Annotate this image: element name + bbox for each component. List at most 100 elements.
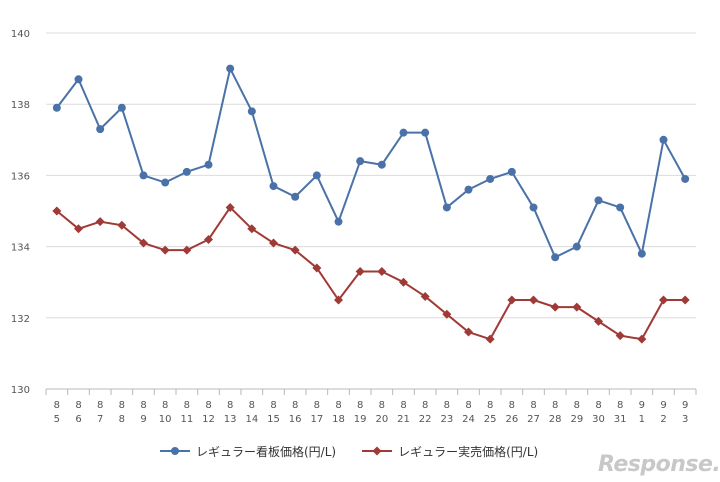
- x-tick-label-month: 8: [119, 400, 125, 411]
- y-tick-label: 130: [11, 385, 30, 396]
- data-point-0: [269, 182, 278, 191]
- data-point-1: [377, 267, 387, 277]
- data-point-0: [442, 203, 451, 212]
- x-tick-label-month: 9: [660, 400, 666, 411]
- x-tick-label-day: 18: [332, 414, 345, 425]
- data-point-1: [550, 302, 560, 312]
- x-tick-label-day: 28: [549, 414, 562, 425]
- x-tick-label-day: 9: [140, 414, 146, 425]
- x-tick-label-day: 13: [224, 414, 237, 425]
- x-tick-label-month: 8: [314, 400, 320, 411]
- x-tick-label-month: 8: [552, 400, 558, 411]
- series: [52, 64, 690, 344]
- data-point-0: [681, 174, 690, 183]
- data-point-0: [74, 75, 83, 84]
- data-point-1: [615, 331, 625, 341]
- data-point-1: [637, 334, 647, 344]
- data-point-1: [485, 334, 495, 344]
- x-tick-label-month: 8: [574, 400, 580, 411]
- x-axis: 8586878889810811812813814815816817818819…: [45, 389, 697, 425]
- data-point-0: [377, 160, 386, 169]
- x-tick-label-month: 8: [422, 400, 428, 411]
- data-point-1: [52, 206, 62, 216]
- data-point-0: [334, 217, 343, 226]
- data-point-1: [74, 224, 83, 234]
- x-tick-label-day: 30: [592, 414, 605, 425]
- legend-item-sign-price: レギュラー看板価格(円/L): [160, 443, 336, 460]
- data-point-1: [139, 238, 148, 248]
- y-tick-label: 138: [11, 100, 30, 111]
- x-tick-label-day: 16: [289, 414, 302, 425]
- x-tick-label-month: 8: [249, 400, 255, 411]
- x-tick-label-day: 20: [375, 414, 388, 425]
- data-point-0: [551, 253, 560, 262]
- x-tick-label-month: 8: [400, 400, 406, 411]
- data-point-1: [95, 217, 105, 227]
- data-point-1: [659, 295, 668, 305]
- data-point-1: [399, 277, 408, 287]
- data-point-1: [225, 202, 235, 212]
- x-tick-label-day: 5: [54, 414, 60, 425]
- x-tick-label-day: 8: [119, 414, 125, 425]
- data-point-0: [486, 174, 495, 183]
- x-tick-label-day: 26: [505, 414, 518, 425]
- x-tick-label-day: 31: [614, 414, 627, 425]
- x-tick-label-month: 8: [97, 400, 103, 411]
- data-point-1: [247, 224, 257, 234]
- legend-item-actual-price: レギュラー実売価格(円/L): [362, 443, 538, 460]
- data-point-1: [507, 295, 517, 305]
- data-point-1: [160, 245, 170, 255]
- data-point-0: [594, 196, 603, 205]
- y-tick-label: 140: [11, 29, 30, 40]
- data-point-1: [312, 263, 322, 273]
- data-point-1: [572, 302, 582, 312]
- x-tick-label-month: 8: [335, 400, 341, 411]
- x-tick-label-month: 8: [465, 400, 471, 411]
- x-tick-label-month: 8: [357, 400, 363, 411]
- response-watermark: Response.: [598, 452, 720, 477]
- legend-label-sign-price: レギュラー看板価格(円/L): [196, 444, 337, 459]
- data-point-0: [52, 103, 61, 112]
- x-tick-label-month: 8: [379, 400, 385, 411]
- data-point-1: [117, 220, 127, 230]
- x-tick-label-day: 7: [97, 414, 103, 425]
- x-tick-label-day: 25: [484, 414, 497, 425]
- x-tick-label-day: 11: [180, 414, 193, 425]
- data-point-0: [204, 160, 213, 169]
- data-point-0: [464, 185, 473, 194]
- data-point-1: [442, 309, 452, 319]
- x-tick-label-day: 23: [440, 414, 453, 425]
- data-point-0: [637, 249, 646, 258]
- data-point-0: [356, 157, 365, 166]
- x-tick-label-day: 21: [397, 414, 410, 425]
- x-tick-label-month: 8: [162, 400, 168, 411]
- data-point-1: [420, 291, 430, 301]
- legend: レギュラー看板価格(円/L) レギュラー実売価格(円/L): [160, 440, 538, 462]
- x-tick-label-month: 8: [140, 400, 146, 411]
- x-tick-label-day: 2: [660, 414, 666, 425]
- y-tick-label: 132: [11, 314, 30, 325]
- data-point-1: [182, 245, 192, 255]
- series-line-0: [56, 67, 687, 259]
- data-point-1: [290, 245, 300, 255]
- x-tick-label-month: 8: [595, 400, 601, 411]
- y-axis: 130 132 134 136 138 140: [11, 29, 30, 396]
- data-point-0: [182, 167, 191, 176]
- data-point-0: [247, 107, 256, 116]
- x-tick-label-month: 8: [205, 400, 211, 411]
- data-point-0: [659, 135, 668, 144]
- data-point-0: [616, 203, 625, 212]
- x-tick-label-month: 8: [184, 400, 190, 411]
- data-point-1: [269, 238, 278, 248]
- data-point-1: [204, 234, 213, 244]
- x-tick-label-day: 27: [527, 414, 540, 425]
- x-tick-label-month: 8: [227, 400, 233, 411]
- x-tick-label-month: 8: [292, 400, 298, 411]
- x-tick-label-month: 8: [617, 400, 623, 411]
- data-point-0: [507, 167, 516, 176]
- data-point-0: [117, 103, 126, 112]
- x-tick-label-month: 8: [530, 400, 536, 411]
- series-line-1: [56, 206, 686, 341]
- x-tick-label-day: 17: [310, 414, 323, 425]
